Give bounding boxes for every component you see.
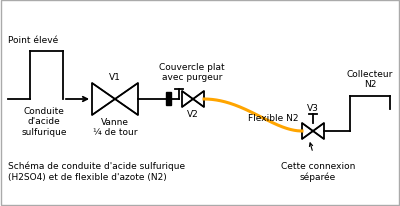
Text: Schéma de conduite d'acide sulfurique
(H2SO4) et de flexible d'azote (N2): Schéma de conduite d'acide sulfurique (H… xyxy=(8,161,185,181)
Text: V1: V1 xyxy=(109,73,121,82)
Bar xyxy=(166,92,171,105)
Text: Flexible N2: Flexible N2 xyxy=(248,114,298,122)
Text: Point élevé: Point élevé xyxy=(8,36,58,45)
Text: Collecteur
N2: Collecteur N2 xyxy=(347,69,393,89)
Text: Cette connexion
séparée: Cette connexion séparée xyxy=(281,161,355,181)
Text: Vanne
¼ de tour: Vanne ¼ de tour xyxy=(93,117,137,137)
Text: V2: V2 xyxy=(187,109,199,118)
Text: Conduite
d'acide
sulfurique: Conduite d'acide sulfurique xyxy=(21,107,67,136)
Text: Couvercle plat
avec purgeur: Couvercle plat avec purgeur xyxy=(159,62,225,82)
Text: V3: V3 xyxy=(307,103,319,112)
